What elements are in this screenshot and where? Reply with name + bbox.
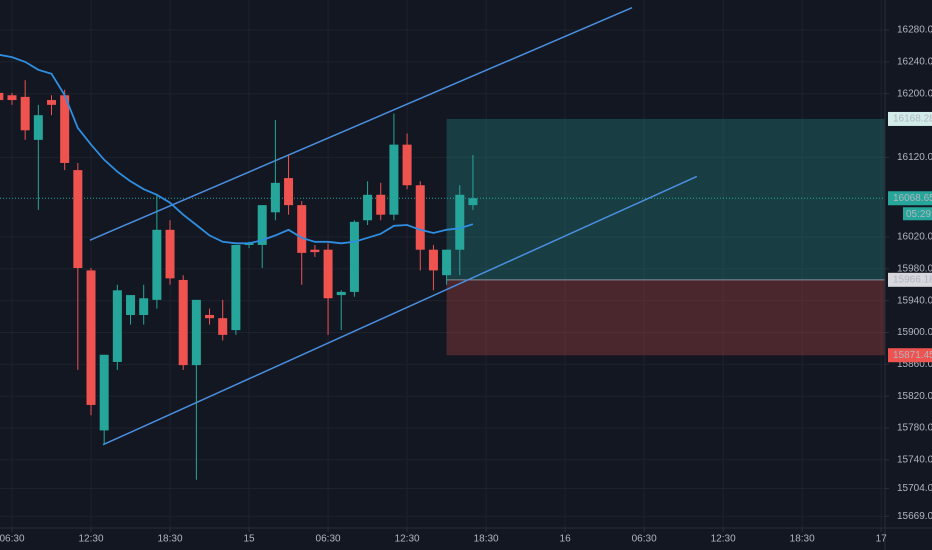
- candle-body: [415, 185, 425, 250]
- candle-body: [270, 182, 280, 213]
- candle-body: [7, 95, 17, 101]
- candle-body: [336, 291, 346, 296]
- stop-label: 15871.45: [893, 350, 932, 361]
- candle-body: [126, 295, 136, 315]
- candle-body: [73, 170, 83, 269]
- candle-body: [47, 100, 57, 105]
- y-tick-label: 16120.00: [897, 152, 932, 163]
- candle-body: [402, 144, 412, 186]
- x-tick-label: 18:30: [790, 534, 815, 545]
- x-tick-label: 18:30: [474, 534, 499, 545]
- candle-body: [257, 205, 267, 245]
- loss-zone: [446, 279, 885, 356]
- candle-body: [231, 244, 241, 331]
- candle-body: [99, 354, 109, 431]
- candle-body: [60, 95, 70, 163]
- candle-body: [218, 318, 228, 335]
- time-axis: [0, 528, 932, 550]
- x-tick-label: 06:30: [316, 534, 341, 545]
- candle-body: [191, 299, 201, 366]
- x-tick-label: 16: [560, 534, 572, 545]
- current-price-label: 16068.65: [893, 193, 932, 204]
- candle-body: [323, 249, 333, 299]
- moving-average: [0, 54, 474, 245]
- candle-body: [389, 144, 399, 215]
- candle-body: [376, 194, 386, 215]
- candle-body: [442, 249, 452, 276]
- target-label-bg: [888, 111, 932, 126]
- candle-body: [428, 249, 438, 271]
- candle-body: [297, 205, 307, 253]
- candle-body: [20, 96, 30, 131]
- entry-label: 15966.18: [893, 274, 932, 285]
- x-tick-label: 15: [243, 534, 255, 545]
- candle-body: [468, 198, 478, 206]
- y-tick-label: 15940.00: [897, 295, 932, 306]
- candle-body: [178, 279, 188, 366]
- candle-body: [455, 194, 465, 250]
- candle-body: [349, 221, 359, 292]
- candle-body: [363, 194, 373, 221]
- x-tick-label: 06:30: [0, 534, 25, 545]
- candle-body: [284, 178, 294, 206]
- y-tick-label: 15704.00: [897, 483, 932, 494]
- candle-body: [310, 249, 320, 253]
- x-tick-label: 12:30: [711, 534, 736, 545]
- trend-line: [102, 175, 698, 446]
- x-tick-label: 12:30: [395, 534, 420, 545]
- stop-label-bg: [888, 348, 932, 363]
- y-tick-label: 15740.00: [897, 455, 932, 466]
- y-tick-label: 16280.00: [897, 25, 932, 36]
- candle-body: [0, 92, 4, 101]
- y-tick-label: 16020.00: [897, 232, 932, 243]
- candle-body: [33, 115, 43, 140]
- entry-label-bg: [888, 272, 932, 287]
- y-tick-label: 16200.00: [897, 88, 932, 99]
- candle-body: [139, 298, 149, 315]
- target-label: 16168.28: [893, 114, 932, 125]
- y-tick-label: 15780.00: [897, 423, 932, 434]
- countdown-bg: [903, 207, 932, 221]
- candle-body: [112, 290, 122, 362]
- candle-body: [152, 229, 162, 300]
- x-tick-label: 17: [876, 534, 888, 545]
- x-tick-label: 12:30: [78, 534, 103, 545]
- y-tick-label: 15669.00: [897, 511, 932, 522]
- y-tick-label: 15860.00: [897, 359, 932, 370]
- candle-body: [86, 270, 96, 405]
- y-tick-label: 16240.00: [897, 56, 932, 67]
- candle-body: [205, 314, 215, 319]
- x-tick-label: 06:30: [632, 534, 657, 545]
- y-tick-label: 15820.00: [897, 391, 932, 402]
- current-price-label-bg: [888, 191, 932, 206]
- y-tick-label: 15900.00: [897, 327, 932, 338]
- x-tick-label: 18:30: [158, 534, 183, 545]
- countdown-label: 05:29: [906, 209, 931, 220]
- trend-line: [89, 7, 633, 241]
- candle-body: [165, 229, 175, 279]
- y-tick-label: 15980.00: [897, 263, 932, 274]
- profit-zone: [446, 118, 885, 280]
